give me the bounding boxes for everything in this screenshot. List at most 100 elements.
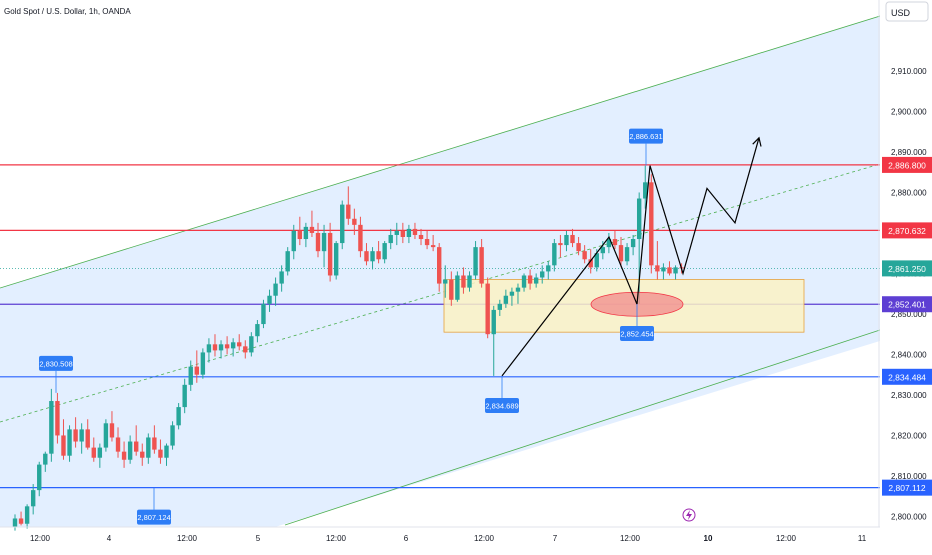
candle-106[interactable] [655,241,660,280]
candle-43[interactable] [273,277,278,306]
candle-33[interactable] [212,334,218,357]
candle-108[interactable] [667,261,672,276]
candle-60[interactable] [376,241,381,264]
candle-49[interactable] [309,210,315,237]
candle-50[interactable] [315,222,321,258]
candle-11[interactable] [79,423,84,454]
candle-36[interactable] [230,338,236,357]
candle-59[interactable] [370,247,375,270]
candle-109[interactable] [673,265,678,280]
candle-29[interactable] [188,360,193,391]
candle-79[interactable] [491,305,496,376]
candle-35[interactable] [224,336,230,355]
candle-70[interactable] [437,243,442,292]
candle-2[interactable] [24,504,30,529]
projection-path[interactable] [501,137,760,377]
candle-57[interactable] [358,216,363,258]
candle-6[interactable] [49,388,54,462]
candle-20[interactable] [134,425,139,456]
candle-58[interactable] [364,243,369,266]
candle-37[interactable] [237,334,242,351]
candle-51[interactable] [321,224,327,268]
candle-55[interactable] [346,186,351,225]
candle-4[interactable] [37,461,42,497]
candle-10[interactable] [73,417,78,448]
candle-64[interactable] [400,222,406,244]
candle-85[interactable] [527,269,533,290]
candle-45[interactable] [285,247,290,276]
candle-5[interactable] [43,451,48,472]
candle-7[interactable] [55,392,60,444]
candle-86[interactable] [533,273,539,288]
candle-52[interactable] [327,222,333,282]
candle-41[interactable] [261,299,266,329]
candle-8[interactable] [61,419,66,460]
candle-73[interactable] [455,271,460,302]
candle-63[interactable] [394,222,399,246]
candle-44[interactable] [279,265,284,292]
candle-27[interactable] [176,403,181,430]
candle-21[interactable] [140,443,145,466]
candle-14[interactable] [97,443,103,468]
candle-91[interactable] [564,230,569,252]
candle-81[interactable] [503,289,509,308]
candle-77[interactable] [479,239,484,288]
level-label-0[interactable]: 2,886.800 [882,156,932,173]
candle-105[interactable] [649,174,654,274]
price-callout-0[interactable]: 2,830.508 [39,355,73,393]
candle-31[interactable] [200,348,206,379]
lightning-icon[interactable] [682,508,696,522]
candle-90[interactable] [558,234,563,258]
candle-78[interactable] [485,277,490,339]
channel-lower-line[interactable] [284,329,881,526]
candle-16[interactable] [109,411,115,442]
candle-0[interactable] [12,514,18,531]
candle-30[interactable] [194,350,199,383]
level-label-5[interactable]: 2,807.112 [882,479,932,496]
candle-101[interactable] [624,243,630,266]
candle-48[interactable] [303,222,309,248]
candle-17[interactable] [115,427,121,458]
candle-80[interactable] [497,299,502,316]
price-callout-1[interactable]: 2,807.124 [137,487,171,525]
candle-100[interactable] [618,237,624,268]
candle-87[interactable] [540,265,545,284]
candle-42[interactable] [267,289,272,312]
candle-34[interactable] [218,340,224,359]
candle-54[interactable] [340,200,345,250]
candle-62[interactable] [388,228,393,250]
level-label-3[interactable]: 2,852.401 [882,296,932,313]
candle-18[interactable] [121,441,127,468]
price-callout-3[interactable]: 2,886.631 [629,128,663,166]
candle-68[interactable] [424,230,430,250]
candle-69[interactable] [430,234,436,252]
candle-13[interactable] [91,437,96,462]
price-callout-2[interactable]: 2,834.689 [485,375,519,413]
candle-25[interactable] [164,443,169,466]
candle-28[interactable] [182,378,187,414]
candle-38[interactable] [243,340,248,359]
candle-22[interactable] [146,433,151,464]
candle-26[interactable] [170,421,175,450]
candle-102[interactable] [630,234,636,256]
candle-9[interactable] [67,425,72,462]
candle-66[interactable] [412,222,418,240]
candle-12[interactable] [85,419,90,450]
candle-84[interactable] [521,273,527,292]
candle-75[interactable] [467,271,472,292]
candle-82[interactable] [509,287,515,306]
candle-56[interactable] [352,208,357,235]
level-label-1[interactable]: 2,870.632 [882,222,932,239]
candle-3[interactable] [30,484,36,515]
candle-15[interactable] [103,419,109,452]
candle-47[interactable] [297,216,303,246]
candle-72[interactable] [449,271,454,306]
candle-94[interactable] [582,245,587,264]
candle-83[interactable] [515,283,521,304]
price-callout-4[interactable]: 2,852.454 [620,304,654,342]
channel-mid-line[interactable] [0,163,881,423]
candle-74[interactable] [461,267,466,294]
level-label-2[interactable]: 2,861.250 [882,260,932,277]
